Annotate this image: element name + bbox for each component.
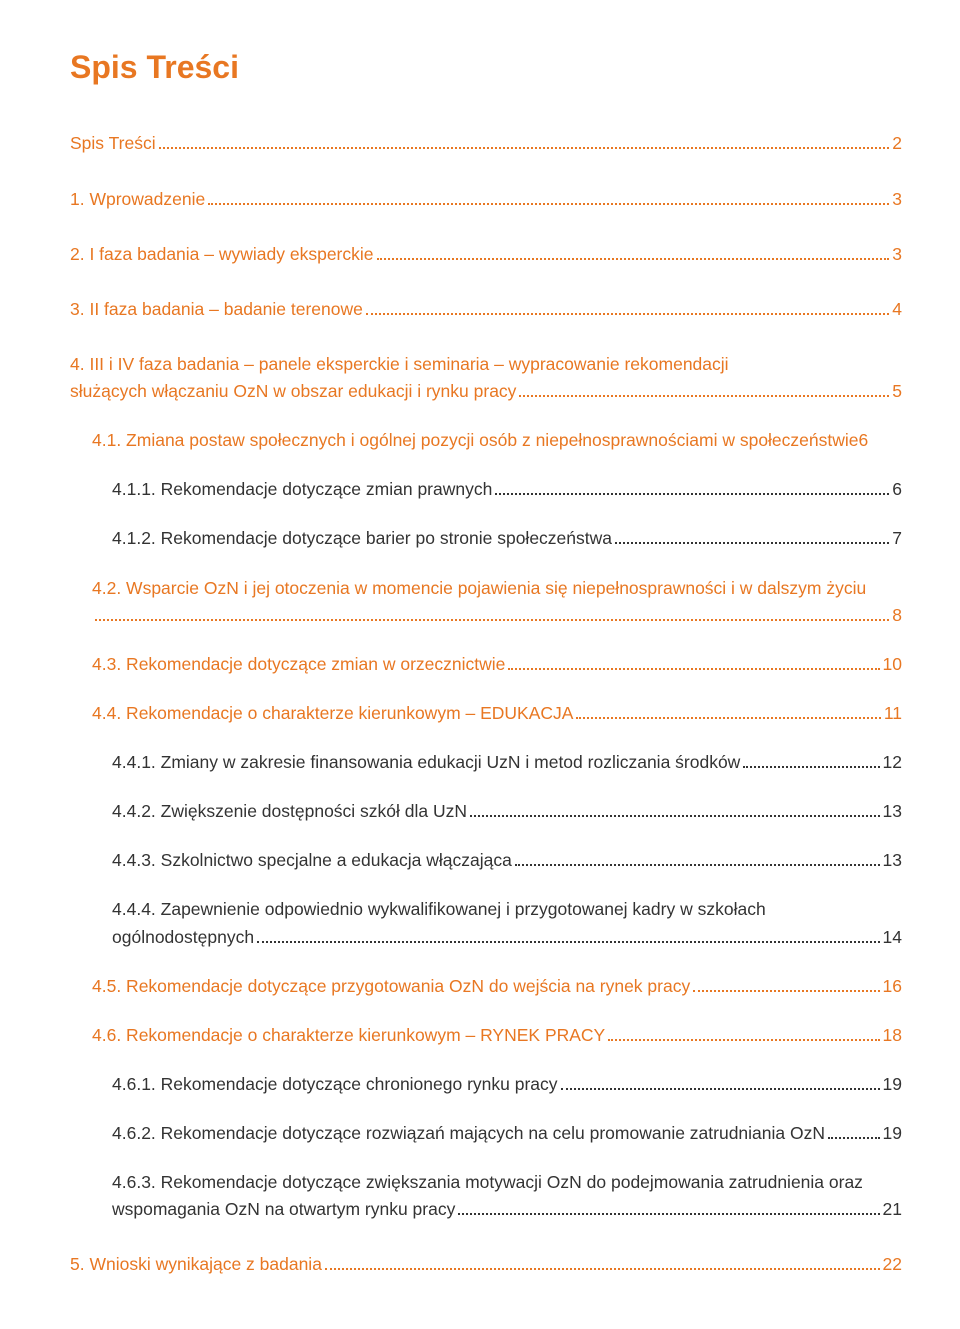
toc-page-number: 22 bbox=[883, 1251, 902, 1278]
toc-leader-dots bbox=[519, 395, 889, 397]
toc-page-number: 5 bbox=[892, 378, 902, 405]
toc-entry[interactable]: 1. Wprowadzenie 3 bbox=[70, 186, 902, 213]
toc-page-number: 21 bbox=[883, 1196, 902, 1223]
toc-leader-dots bbox=[257, 941, 879, 943]
toc-label: 3. II faza badania – badanie terenowe bbox=[70, 296, 363, 323]
toc-page-number: 8 bbox=[892, 602, 902, 629]
toc-entry[interactable]: 4.3. Rekomendacje dotyczące zmian w orze… bbox=[92, 651, 902, 678]
toc-leader-dots bbox=[515, 864, 880, 866]
toc-leader-dots bbox=[615, 542, 889, 544]
toc-label: 4.6.3. Rekomendacje dotyczące zwiększani… bbox=[112, 1169, 902, 1196]
toc-entry[interactable]: 3. II faza badania – badanie terenowe 4 bbox=[70, 296, 902, 323]
toc-leader-dots bbox=[561, 1088, 880, 1090]
toc-leader-dots bbox=[828, 1137, 880, 1139]
toc-entry[interactable]: 4.4.4. Zapewnienie odpowiednio wykwalifi… bbox=[112, 896, 902, 950]
toc-leader-dots bbox=[576, 717, 880, 719]
toc-page-number: 16 bbox=[883, 973, 902, 1000]
toc-label: Spis Treści bbox=[70, 130, 156, 157]
toc-entry[interactable]: 5. Wnioski wynikające z badania 22 bbox=[70, 1251, 902, 1278]
toc-entry[interactable]: 4.5. Rekomendacje dotyczące przygotowani… bbox=[92, 973, 902, 1000]
toc-label: 4.1.1. Rekomendacje dotyczące zmian praw… bbox=[112, 476, 492, 503]
toc-entry[interactable]: 4.4. Rekomendacje o charakterze kierunko… bbox=[92, 700, 902, 727]
toc-entry[interactable]: 2. I faza badania – wywiady eksperckie 3 bbox=[70, 241, 902, 268]
toc-leader-dots bbox=[495, 493, 889, 495]
toc-page-number: 2 bbox=[892, 130, 902, 157]
toc-label: 4.4. Rekomendacje o charakterze kierunko… bbox=[92, 700, 573, 727]
toc-entry[interactable]: 4.4.2. Zwiększenie dostępności szkół dla… bbox=[112, 798, 902, 825]
toc-page-number: 14 bbox=[883, 924, 902, 951]
toc-label: 1. Wprowadzenie bbox=[70, 186, 205, 213]
toc-entry[interactable]: 4.1. Zmiana postaw społecznych i ogólnej… bbox=[92, 427, 902, 454]
toc-leader-dots bbox=[743, 766, 879, 768]
toc-label: 4.4.2. Zwiększenie dostępności szkół dla… bbox=[112, 798, 467, 825]
toc-entry[interactable]: 4.4.3. Szkolnictwo specjalne a edukacja … bbox=[112, 847, 902, 874]
toc-page-number: 4 bbox=[892, 296, 902, 323]
toc-label: ogólnodostępnych bbox=[112, 924, 254, 951]
toc-label: 2. I faza badania – wywiady eksperckie bbox=[70, 241, 374, 268]
toc-entry[interactable]: 4.6. Rekomendacje o charakterze kierunko… bbox=[92, 1022, 902, 1049]
toc-label: 4.1.2. Rekomendacje dotyczące barier po … bbox=[112, 525, 612, 552]
toc-entry[interactable]: 4.6.1. Rekomendacje dotyczące chronioneg… bbox=[112, 1071, 902, 1098]
toc-entry[interactable]: 4.2. Wsparcie OzN i jej otoczenia w mome… bbox=[92, 575, 902, 629]
toc-page-number: 3 bbox=[892, 186, 902, 213]
toc-leader-dots bbox=[458, 1213, 879, 1215]
toc-page-number: 13 bbox=[883, 847, 902, 874]
toc-label: wspomagania OzN na otwartym rynku pracy bbox=[112, 1196, 455, 1223]
toc-page-number: 12 bbox=[883, 749, 902, 776]
toc-page-number: 3 bbox=[892, 241, 902, 268]
toc-entry[interactable]: 4.1.1. Rekomendacje dotyczące zmian praw… bbox=[112, 476, 902, 503]
toc-page-number: 6 bbox=[859, 427, 869, 454]
toc-leader-dots bbox=[208, 203, 889, 205]
toc-label: 4.6.1. Rekomendacje dotyczące chronioneg… bbox=[112, 1071, 558, 1098]
toc-entry[interactable]: 4.4.1. Zmiany w zakresie finansowania ed… bbox=[112, 749, 902, 776]
toc-entry[interactable]: 4.1.2. Rekomendacje dotyczące barier po … bbox=[112, 525, 902, 552]
toc-label: 4.2. Wsparcie OzN i jej otoczenia w mome… bbox=[92, 575, 902, 602]
toc-page-number: 19 bbox=[883, 1071, 902, 1098]
toc-label: 4.3. Rekomendacje dotyczące zmian w orze… bbox=[92, 651, 505, 678]
toc-label: 4.6.2. Rekomendacje dotyczące rozwiązań … bbox=[112, 1120, 825, 1147]
toc-entry[interactable]: 4.6.3. Rekomendacje dotyczące zwiększani… bbox=[112, 1169, 902, 1223]
toc-label: 4.4.3. Szkolnictwo specjalne a edukacja … bbox=[112, 847, 512, 874]
toc-entry[interactable]: 4.6.2. Rekomendacje dotyczące rozwiązań … bbox=[112, 1120, 902, 1147]
toc-leader-dots bbox=[366, 313, 889, 315]
toc-label: 4. III i IV faza badania – panele eksper… bbox=[70, 351, 902, 378]
toc-label: 5. Wnioski wynikające z badania bbox=[70, 1251, 322, 1278]
toc-label: 4.4.4. Zapewnienie odpowiednio wykwalifi… bbox=[112, 896, 902, 923]
toc-leader-dots bbox=[693, 990, 879, 992]
toc-page-number: 11 bbox=[884, 700, 902, 727]
toc-label: 4.5. Rekomendacje dotyczące przygotowani… bbox=[92, 973, 690, 1000]
toc-label: 4.6. Rekomendacje o charakterze kierunko… bbox=[92, 1022, 605, 1049]
toc-leader-dots bbox=[608, 1039, 879, 1041]
toc-container: Spis Treści 21. Wprowadzenie 32. I faza … bbox=[70, 130, 902, 1278]
toc-page-number: 7 bbox=[892, 525, 902, 552]
page: Spis Treści Spis Treści 2 1. Wprowadzenie… bbox=[0, 0, 960, 1329]
toc-entry[interactable]: Spis Treści 2 bbox=[70, 130, 902, 157]
page-title: Spis Treści bbox=[70, 49, 902, 86]
toc-label: 4.1. Zmiana postaw społecznych i ogólnej… bbox=[92, 427, 859, 454]
toc-label: służących włączaniu OzN w obszar edukacj… bbox=[70, 378, 516, 405]
toc-leader-dots bbox=[159, 147, 890, 149]
toc-entry[interactable]: 4. III i IV faza badania – panele eksper… bbox=[70, 351, 902, 405]
toc-label: 4.4.1. Zmiany w zakresie finansowania ed… bbox=[112, 749, 740, 776]
toc-leader-dots bbox=[508, 668, 879, 670]
toc-page-number: 13 bbox=[883, 798, 902, 825]
toc-page-number: 10 bbox=[883, 651, 902, 678]
toc-page-number: 6 bbox=[892, 476, 902, 503]
toc-leader-dots bbox=[95, 619, 889, 621]
toc-leader-dots bbox=[470, 815, 880, 817]
toc-leader-dots bbox=[325, 1268, 880, 1270]
toc-page-number: 19 bbox=[883, 1120, 902, 1147]
toc-leader-dots bbox=[377, 258, 890, 260]
toc-page-number: 18 bbox=[883, 1022, 902, 1049]
